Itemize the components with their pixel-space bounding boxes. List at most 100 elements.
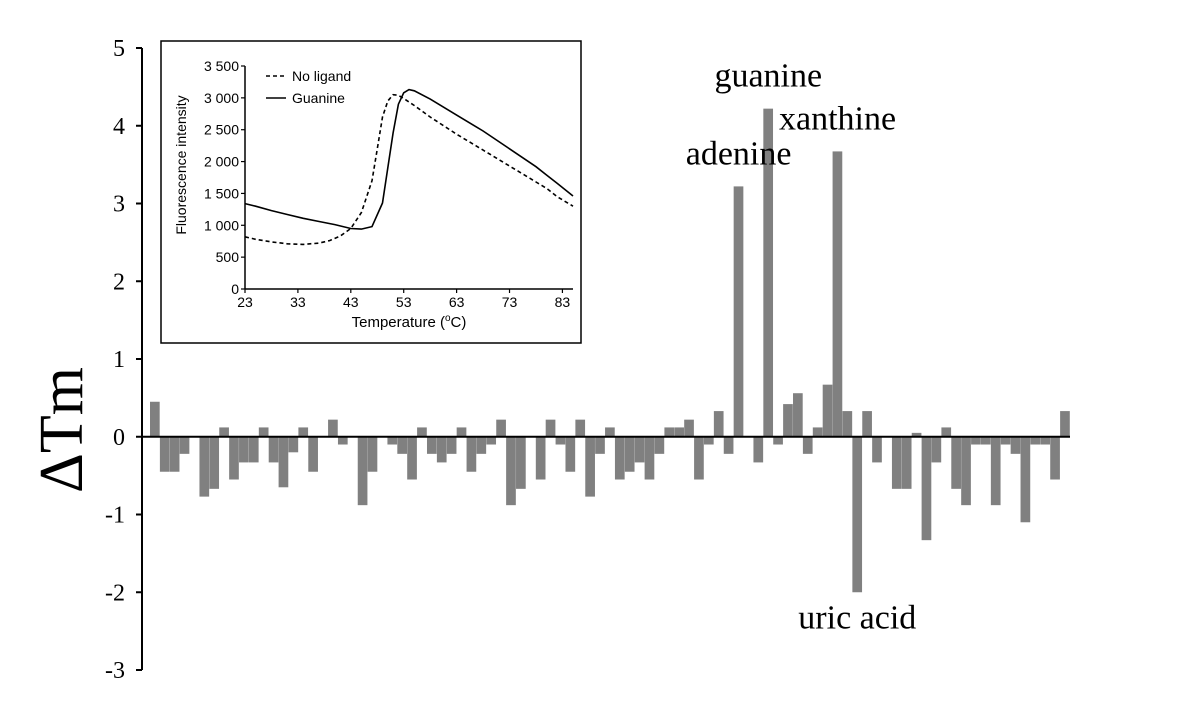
- inset-x-tick-label: 23: [237, 294, 253, 310]
- bar: [397, 436, 407, 454]
- bar: [664, 427, 675, 437]
- bar: [753, 436, 764, 463]
- bar: [1000, 436, 1011, 445]
- bar: [783, 404, 793, 437]
- bar: [179, 436, 190, 454]
- bar: [169, 436, 180, 472]
- bar: [387, 436, 398, 445]
- bar: [357, 436, 368, 506]
- bar: [634, 436, 645, 463]
- bar: [496, 419, 506, 437]
- bar: [980, 436, 991, 445]
- bar: [426, 436, 437, 454]
- bar: [852, 436, 863, 593]
- bar: [308, 436, 318, 472]
- bar: [713, 411, 724, 437]
- bar: [1030, 436, 1041, 445]
- bar: [1060, 411, 1070, 437]
- inset-y-axis-label: Fluorescence intensity: [173, 95, 189, 234]
- y-tick-label: 5: [113, 36, 125, 62]
- bar: [773, 436, 783, 445]
- bar: [842, 411, 853, 437]
- inset-y-tick-label: 500: [216, 249, 240, 265]
- bar: [941, 427, 952, 437]
- bar: [436, 436, 447, 463]
- y-tick-label: -1: [105, 503, 125, 529]
- bar: [535, 436, 546, 480]
- inset-y-tick-label: 2 500: [204, 122, 239, 138]
- bar: [931, 436, 942, 463]
- bar: [802, 436, 813, 454]
- bar: [248, 436, 259, 463]
- main-y-axis-label: ΔTm: [28, 367, 96, 493]
- bar: [990, 436, 1001, 506]
- bar: [407, 436, 417, 480]
- bar: [150, 401, 160, 437]
- bar: [585, 436, 595, 497]
- bar: [268, 436, 279, 463]
- inset-y-tick-label: 3 000: [204, 90, 239, 106]
- bar: [337, 436, 348, 445]
- bar: [872, 436, 882, 463]
- bar: [298, 427, 309, 437]
- bar: [209, 436, 220, 489]
- main-bars: [150, 108, 1070, 593]
- bar: [229, 436, 239, 480]
- bar: [466, 436, 477, 472]
- bar: [367, 436, 378, 472]
- inset-x-tick-label: 53: [396, 294, 412, 310]
- bar: [278, 436, 289, 488]
- bar: [545, 419, 556, 437]
- y-tick-label: 3: [113, 192, 125, 218]
- inset-y-tick-label: 1 000: [204, 217, 239, 233]
- legend-label: Guanine: [292, 90, 345, 106]
- bar: [595, 436, 605, 454]
- inset-y-tick-label: 2 000: [204, 154, 239, 170]
- bar: [733, 186, 744, 437]
- bar: [694, 436, 704, 480]
- bar: [793, 393, 803, 437]
- y-tick-label: 2: [113, 269, 125, 295]
- bar: [614, 436, 625, 480]
- y-tick-label: 0: [113, 425, 125, 451]
- y-tick-label: 1: [113, 347, 125, 373]
- inset-y-ticks: 3 500 3 000 2 500 2 000 1 500 1 000 500 0: [204, 58, 245, 297]
- bar: [961, 436, 971, 506]
- bar: [1040, 436, 1051, 445]
- inset-x-axis-label: Temperature (oC): [352, 313, 467, 331]
- bar: [258, 427, 269, 437]
- inset-legend: No ligand Guanine: [266, 68, 351, 106]
- annotation-label: adenine: [686, 135, 792, 172]
- bar: [951, 436, 961, 489]
- bar: [446, 436, 457, 454]
- bar: [674, 427, 684, 437]
- bar: [555, 436, 566, 445]
- bar: [159, 436, 170, 472]
- inset-x-tick-label: 43: [343, 294, 359, 310]
- bar: [1020, 436, 1031, 523]
- bar: [516, 436, 526, 489]
- annotation-label: guanine: [714, 58, 822, 95]
- bar: [624, 436, 635, 472]
- y-tick-label: -3: [105, 658, 125, 684]
- bar: [486, 436, 497, 445]
- inset-x-tick-label: 83: [555, 294, 571, 310]
- bar: [1050, 436, 1060, 480]
- inset-frame: [160, 40, 582, 344]
- annotation-label: uric acid: [798, 599, 916, 636]
- inset-line-chart: 3 500 3 000 2 500 2 000 1 500 1 000 500 0 23 33 4…: [160, 40, 582, 344]
- inset-y-tick-label: 3 500: [204, 58, 239, 74]
- main-y-ticks: 5 4 3 2 1 0 -1 -2 -3: [105, 36, 142, 684]
- bar: [476, 436, 487, 454]
- inset-axes: [244, 66, 573, 290]
- bar: [654, 436, 665, 454]
- inset-lines: [244, 88, 574, 246]
- legend-label: No ligand: [292, 68, 351, 84]
- inset-y-tick-label: 0: [231, 281, 239, 297]
- main-annotations: adenine guanine xanthine uric acid: [686, 58, 917, 637]
- bar: [565, 436, 576, 472]
- inset-x-tick-label: 63: [449, 294, 465, 310]
- bar: [911, 432, 922, 437]
- y-tick-label: -2: [105, 580, 125, 606]
- bar: [684, 419, 694, 437]
